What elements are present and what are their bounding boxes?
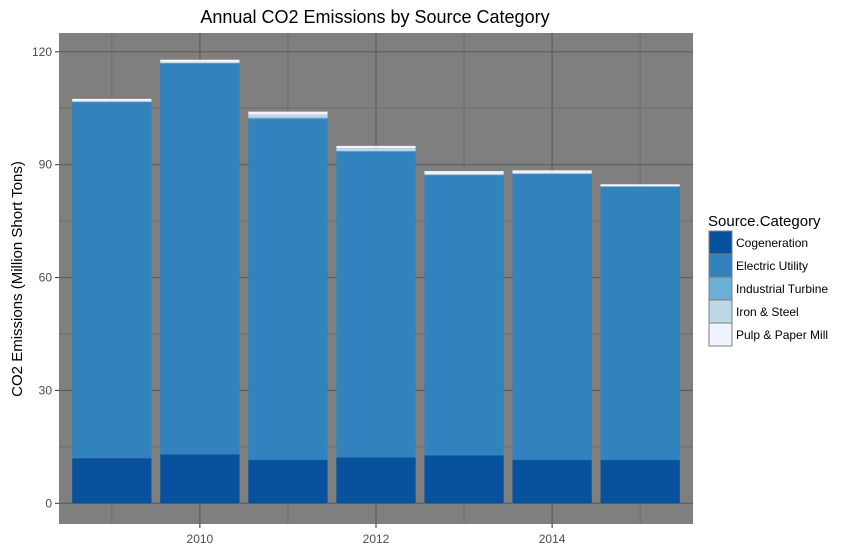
bar-2009-electric-utility (72, 102, 152, 459)
legend-label: Pulp & Paper Mill (736, 328, 828, 342)
bar-2014-electric-utility (512, 174, 592, 461)
bar-2012-pulp-paper-mill (336, 145, 416, 149)
bar-2013-pulp-paper-mill (424, 171, 504, 175)
y-tick-label: 60 (39, 271, 53, 285)
legend-title: Source.Category (708, 213, 821, 230)
legend-label: Electric Utility (736, 259, 808, 273)
bar-2011-electric-utility (248, 118, 328, 461)
legend-label: Industrial Turbine (736, 282, 828, 296)
bar-2015-cogeneration (600, 460, 680, 504)
chart-title: Annual CO2 Emissions by Source Category (200, 7, 549, 27)
bar-2009-cogeneration (72, 458, 152, 504)
bar-2011-industrial-turbine (248, 117, 328, 119)
bar-2011-iron-steel (248, 114, 328, 118)
bar-2013-cogeneration (424, 455, 504, 504)
y-axis-title: CO2 Emissions (Million Short Tons) (9, 161, 26, 397)
legend-swatch (708, 299, 733, 324)
bar-2014-iron-steel (512, 172, 592, 174)
bar-2014-pulp-paper-mill (512, 170, 592, 173)
y-tick-label: 0 (45, 496, 52, 510)
bar-2013-iron-steel (424, 174, 504, 175)
bars (72, 59, 680, 504)
bar-2010-iron-steel (160, 62, 240, 64)
legend: Cogeneration Electric Utility Industrial T… (708, 230, 828, 347)
bar-2014-cogeneration (512, 460, 592, 504)
x-axis: 2010 2012 2014 (187, 524, 566, 546)
bar-2011-cogeneration (248, 460, 328, 504)
bar-2010-pulp-paper-mill (160, 59, 240, 63)
bar-2009-pulp-paper-mill (72, 98, 152, 102)
legend-label: Cogeneration (736, 236, 808, 250)
legend-label: Iron & Steel (736, 305, 799, 319)
x-tick-label: 2014 (539, 532, 566, 546)
bar-2010-cogeneration (160, 454, 240, 504)
y-tick-label: 120 (32, 45, 52, 59)
y-tick-label: 30 (39, 383, 53, 397)
legend-swatch (708, 253, 733, 278)
x-tick-label: 2010 (187, 532, 214, 546)
y-axis: 0 30 60 90 120 (32, 45, 59, 510)
bar-2012-iron-steel (336, 148, 416, 152)
legend-swatch (708, 322, 733, 347)
bar-2013-electric-utility (424, 175, 504, 456)
y-tick-label: 90 (39, 158, 53, 172)
bar-2009-iron-steel (72, 101, 152, 102)
bar-2015-electric-utility (600, 186, 680, 461)
legend-swatch (708, 276, 733, 301)
bar-2010-electric-utility (160, 63, 240, 455)
bar-2012-electric-utility (336, 151, 416, 458)
bar-2012-cogeneration (336, 457, 416, 504)
bar-2015-pulp-paper-mill (600, 184, 680, 187)
bar-2011-pulp-paper-mill (248, 111, 328, 115)
legend-swatch (708, 230, 733, 255)
x-tick-label: 2012 (363, 532, 390, 546)
